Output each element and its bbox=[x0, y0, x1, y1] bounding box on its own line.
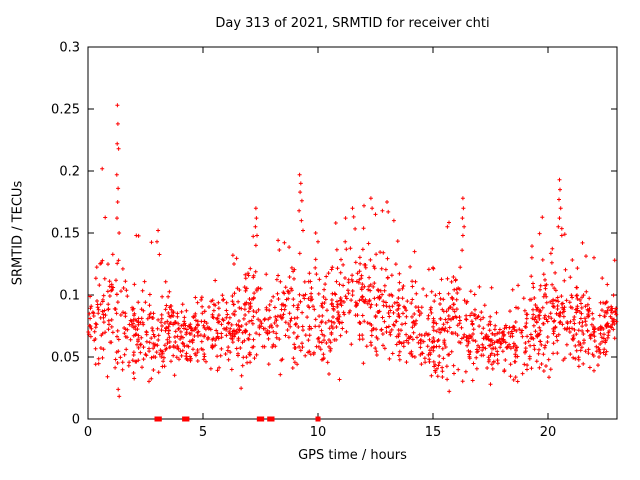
zero-line-square-marker bbox=[156, 416, 162, 422]
axis-ticks bbox=[87, 46, 617, 420]
x-tick-label: 0 bbox=[84, 425, 92, 440]
zero-line-square-marker bbox=[315, 416, 321, 422]
zero-line-square-marker bbox=[269, 416, 275, 422]
x-tick-label: 10 bbox=[310, 425, 327, 440]
y-tick-label: 0.2 bbox=[59, 165, 80, 180]
zero-line-square-marker bbox=[259, 416, 265, 422]
x-tick-label: 15 bbox=[425, 425, 442, 440]
x-tick-label: 5 bbox=[199, 425, 207, 440]
y-tick-label: 0.3 bbox=[59, 41, 80, 56]
scatter-points bbox=[86, 103, 619, 399]
x-tick-label: 20 bbox=[540, 425, 557, 440]
x-axis-label: GPS time / hours bbox=[298, 448, 407, 463]
y-tick-label: 0.25 bbox=[51, 103, 80, 118]
chart-title: Day 313 of 2021, SRMTID for receiver cht… bbox=[215, 16, 490, 31]
y-tick-label: 0.05 bbox=[51, 351, 80, 366]
zero-line-square-marker bbox=[184, 416, 190, 422]
y-tick-label: 0.15 bbox=[51, 227, 80, 242]
y-tick-label: 0.1 bbox=[59, 289, 80, 304]
y-tick-label: 0 bbox=[72, 413, 80, 428]
plot-border bbox=[87, 46, 618, 420]
